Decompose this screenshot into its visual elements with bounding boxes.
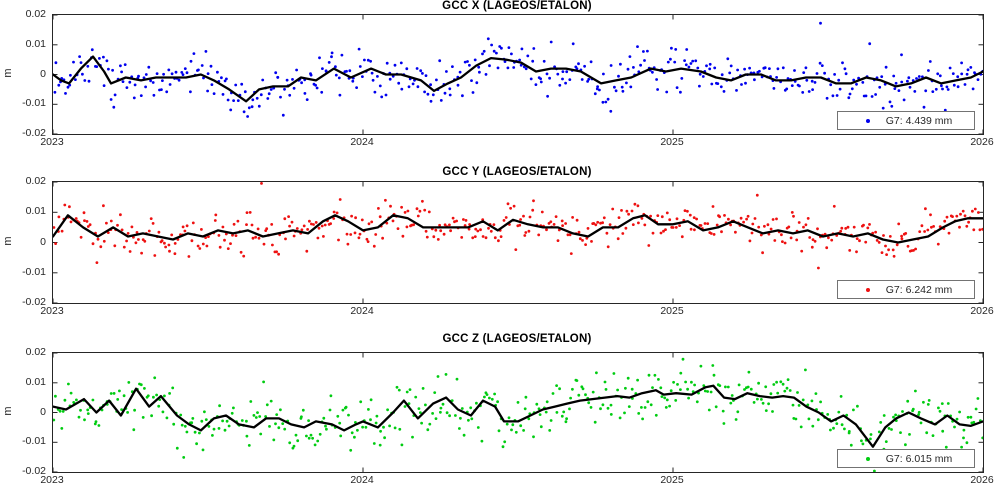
plot-area: G7: 4.439 mm — [52, 14, 984, 135]
chart-canvas — [53, 182, 983, 303]
legend-marker-dot — [866, 118, 870, 123]
y-tick-label: 0.01 — [25, 37, 46, 50]
legend: G7: 6.015 mm — [837, 449, 975, 468]
y-tick-label: -0.01 — [22, 265, 46, 278]
smoothed-line — [53, 55, 983, 103]
legend-label: G7: 6.015 mm — [885, 452, 953, 465]
x-tick-label: 2025 — [660, 474, 684, 486]
y-tick-label: -0.01 — [22, 435, 46, 448]
y-tick-label: -0.02 — [22, 127, 46, 139]
chart-canvas — [53, 15, 983, 134]
plot-area: G7: 6.242 mm — [52, 181, 984, 304]
y-tick-label: 0.02 — [25, 175, 46, 187]
y-tick-label: -0.02 — [22, 296, 46, 308]
x-tick-label: 2023 — [40, 136, 64, 148]
x-tick-label: 2023 — [40, 474, 64, 486]
y-tick-label: 0.02 — [25, 346, 46, 358]
scatter-points — [53, 182, 983, 270]
plot-title: GCC Y (LAGEOS/ETALON) — [442, 166, 592, 178]
smoothed-line — [53, 384, 983, 448]
x-tick-label: 2024 — [350, 136, 374, 148]
chart-canvas — [53, 353, 983, 472]
x-tick-label: 2026 — [970, 474, 994, 486]
legend-label: G7: 4.439 mm — [885, 114, 953, 127]
legend-marker-dot — [866, 287, 870, 292]
plot-title: GCC Z (LAGEOS/ETALON) — [442, 333, 592, 345]
y-tick-label: 0.02 — [25, 8, 46, 20]
smoothed-line — [53, 214, 983, 244]
x-tick-label: 2024 — [350, 474, 374, 486]
x-tick-label: 2023 — [40, 305, 64, 317]
legend-label: G7: 6.242 mm — [885, 283, 953, 296]
x-tick-label: 2026 — [970, 136, 994, 148]
y-tick-label: 0.01 — [25, 205, 46, 218]
plot-area: G7: 6.015 mm — [52, 352, 984, 473]
legend-marker-dot — [866, 456, 870, 461]
plot-title: GCC X (LAGEOS/ETALON) — [442, 0, 592, 12]
scatter-points — [53, 21, 983, 118]
legend: G7: 4.439 mm — [837, 111, 975, 130]
y-tick-label: 0 — [40, 67, 46, 80]
y-tick-label: 0 — [40, 235, 46, 248]
x-tick-label: 2025 — [660, 136, 684, 148]
x-tick-label: 2024 — [350, 305, 374, 317]
y-tick-label: -0.01 — [22, 97, 46, 110]
y-tick-label: 0.01 — [25, 375, 46, 388]
y-tick-label: -0.02 — [22, 465, 46, 477]
x-tick-label: 2026 — [970, 305, 994, 317]
y-tick-label: 0 — [40, 405, 46, 418]
legend: G7: 6.242 mm — [837, 280, 975, 299]
x-tick-label: 2025 — [660, 305, 684, 317]
